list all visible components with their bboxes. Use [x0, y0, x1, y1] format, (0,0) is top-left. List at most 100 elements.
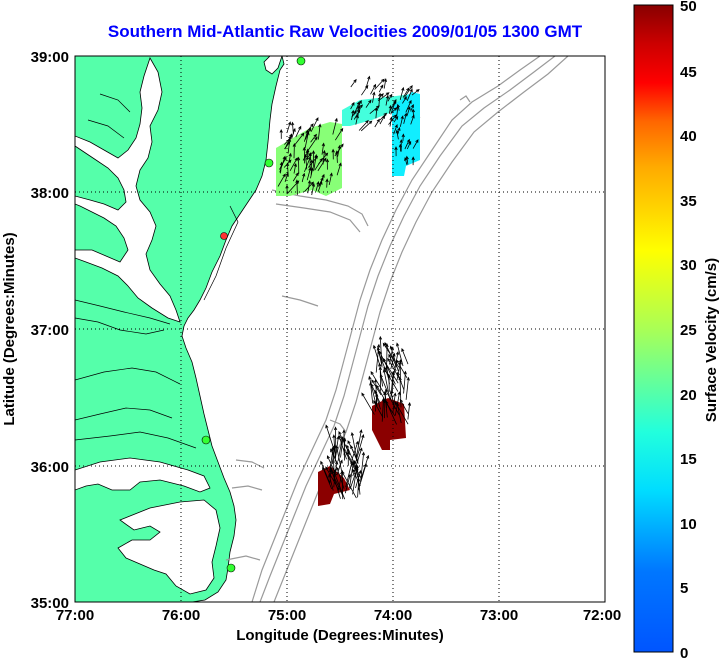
x-tick-label: 75:00 [268, 607, 306, 624]
velocity-arrow [404, 85, 413, 98]
colorbar-tick-label: 20 [680, 387, 697, 404]
velocity-arrow [370, 371, 385, 394]
velocity-arrow [395, 129, 399, 140]
river-lines [75, 93, 239, 449]
velocity-arrow [305, 152, 313, 161]
velocity-arrow [396, 103, 401, 111]
velocity-arrow [360, 451, 366, 483]
velocity-arrow [379, 112, 388, 121]
velocity-arrow [321, 142, 325, 155]
velocity-patch-north [276, 122, 342, 196]
velocity-arrow [351, 109, 355, 121]
velocity-arrow [368, 375, 377, 406]
velocity-arrow [407, 401, 412, 420]
station-marker[interactable] [226, 563, 236, 573]
velocity-arrow [295, 179, 299, 195]
velocity-arrow [382, 357, 399, 384]
velocity-arrow [393, 115, 399, 123]
velocity-arrow [305, 123, 314, 134]
velocity-arrow [388, 114, 397, 125]
colorbar: 50 45 40 35 30 25 20 15 10 5 0 Surface V… [633, 0, 720, 659]
velocity-arrow [336, 459, 343, 476]
velocity-arrow [331, 148, 335, 160]
velocity-arrow [403, 112, 408, 124]
station-marker[interactable] [296, 56, 306, 66]
y-tick-label: 35:00 [31, 595, 69, 612]
velocity-arrow [358, 119, 369, 131]
velocity-arrow [393, 124, 398, 135]
velocity-arrow [344, 473, 352, 494]
station-marker-offline[interactable] [220, 232, 228, 240]
plot-frame [74, 55, 606, 603]
velocity-arrow [352, 447, 363, 477]
velocity-arrow [289, 157, 298, 171]
velocity-arrow [285, 162, 290, 177]
velocity-arrow [356, 429, 363, 458]
velocity-arrow [349, 466, 359, 490]
velocity-arrow [277, 173, 286, 187]
velocity-arrow [394, 146, 398, 157]
velocity-arrow [311, 150, 316, 168]
velocity-arrow [318, 123, 322, 140]
velocity-arrow [350, 101, 355, 110]
velocity-arrow [325, 158, 330, 170]
colorbar-tick-label: 30 [680, 257, 697, 274]
x-tick-label: 74:00 [374, 607, 412, 624]
velocity-arrow [350, 444, 359, 464]
velocity-arrow [332, 117, 338, 135]
velocity-arrow [328, 172, 333, 185]
velocity-arrow [401, 133, 405, 142]
station-markers [201, 56, 306, 573]
velocity-arrow [325, 466, 340, 490]
colorbar-tick-label: 35 [680, 193, 697, 210]
velocity-arrow [310, 133, 317, 143]
velocity-arrow [304, 131, 310, 149]
velocity-arrow [385, 94, 390, 106]
station-marker[interactable] [264, 158, 274, 168]
velocity-arrow [374, 78, 385, 90]
velocity-arrow [296, 156, 301, 174]
velocity-arrow [399, 399, 409, 414]
y-axis: 39:00 38:00 37:00 36:00 35:00 Latitude (… [1, 49, 69, 612]
velocity-arrow [396, 371, 405, 390]
velocity-arrow [333, 460, 339, 482]
velocity-arrow [369, 105, 380, 115]
velocity-arrow [357, 463, 367, 491]
velocity-arrow [411, 89, 420, 96]
velocity-arrow [332, 434, 336, 459]
x-tick-label: 76:00 [162, 607, 200, 624]
albemarle-sound [75, 457, 211, 493]
velocity-arrow [317, 157, 327, 172]
velocity-arrow [279, 155, 286, 173]
velocity-arrow [288, 152, 292, 163]
velocity-arrow [356, 104, 364, 111]
velocity-arrow [295, 125, 302, 138]
x-tick-label: 73:00 [480, 607, 518, 624]
velocity-arrow [322, 149, 326, 165]
velocity-arrow [411, 156, 415, 166]
velocity-arrow [402, 96, 407, 104]
velocity-arrow [318, 152, 329, 165]
x-tick-label: 72:00 [583, 607, 621, 624]
velocity-arrow [373, 400, 384, 418]
velocity-vectors [277, 75, 420, 500]
y-tick-label: 38:00 [31, 185, 69, 202]
chart-title: Southern Mid-Atlantic Raw Velocities 200… [107, 22, 583, 41]
velocity-arrow [401, 347, 409, 365]
velocity-arrow [411, 108, 415, 117]
bathymetry-contours [225, 56, 569, 602]
velocity-arrow [279, 128, 283, 139]
velocity-patch-south-a [372, 398, 406, 450]
velocity-arrow [334, 127, 344, 141]
velocity-arrow [306, 166, 312, 181]
velocity-arrow [405, 376, 410, 400]
velocity-arrow [383, 391, 388, 418]
velocity-arrow [331, 446, 335, 472]
velocity-arrow [378, 366, 382, 392]
velocity-arrow [361, 392, 375, 415]
velocity-arrow [286, 121, 292, 133]
velocity-arrow [370, 83, 377, 95]
y-tick-label: 37:00 [31, 322, 69, 339]
station-marker[interactable] [201, 435, 211, 445]
